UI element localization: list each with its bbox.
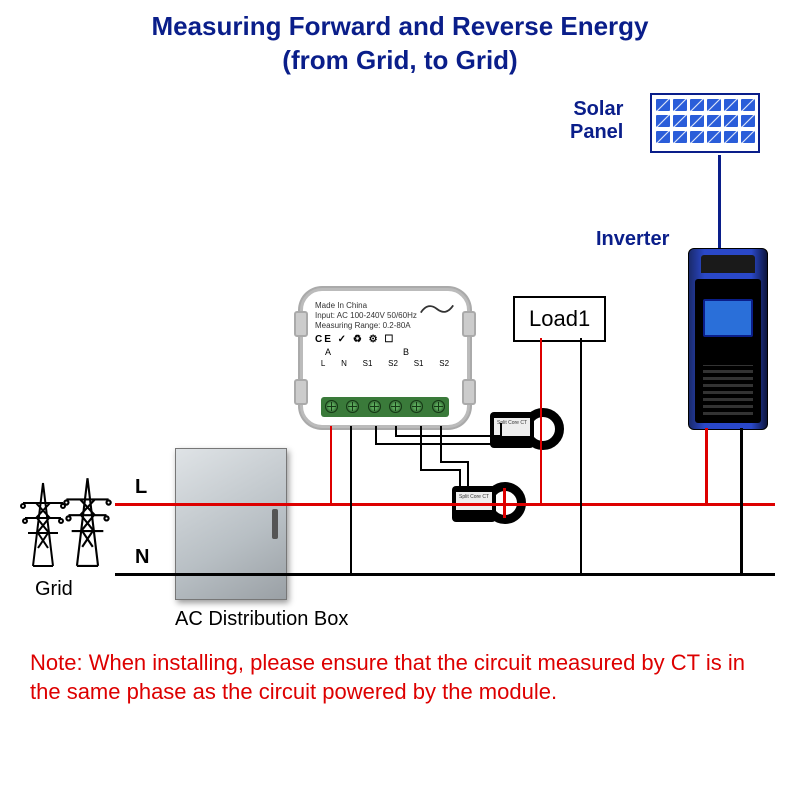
solar-label: Solar Panel [570, 98, 623, 144]
inverter-device [688, 248, 768, 430]
L-label: L [135, 476, 147, 499]
N-label: N [135, 546, 149, 569]
wire-N-bus [115, 573, 775, 576]
ac-distribution-box [175, 448, 287, 600]
solar-panel [650, 93, 760, 153]
meter-range: Measuring Range: 0.2-80A [315, 321, 455, 331]
diagram-title: Measuring Forward and Reverse Energy (fr… [0, 0, 800, 78]
diagram-canvas: Solar Panel Inverter Load1 Made In China… [0, 78, 800, 638]
install-note: Note: When installing, please ensure tha… [0, 638, 800, 707]
inverter-label: Inverter [596, 228, 669, 251]
pylon-icon-2 [60, 473, 115, 568]
title-line2: (from Grid, to Grid) [282, 45, 517, 75]
load1-box: Load1 [513, 296, 606, 342]
energy-meter: Made In China Input: AC 100-240V 50/60Hz… [300, 288, 470, 428]
wire-L-bus [115, 503, 775, 506]
title-line1: Measuring Forward and Reverse Energy [151, 11, 648, 41]
meter-terminal-labels: LN S1S2 S1S2 [303, 357, 467, 368]
grid-label: Grid [35, 578, 73, 601]
acbox-label: AC Distribution Box [175, 608, 348, 631]
meter-cert-icons: CE ✓ ♻ ⚙ ☐ [303, 332, 467, 347]
meter-terminal-strip [321, 397, 449, 417]
